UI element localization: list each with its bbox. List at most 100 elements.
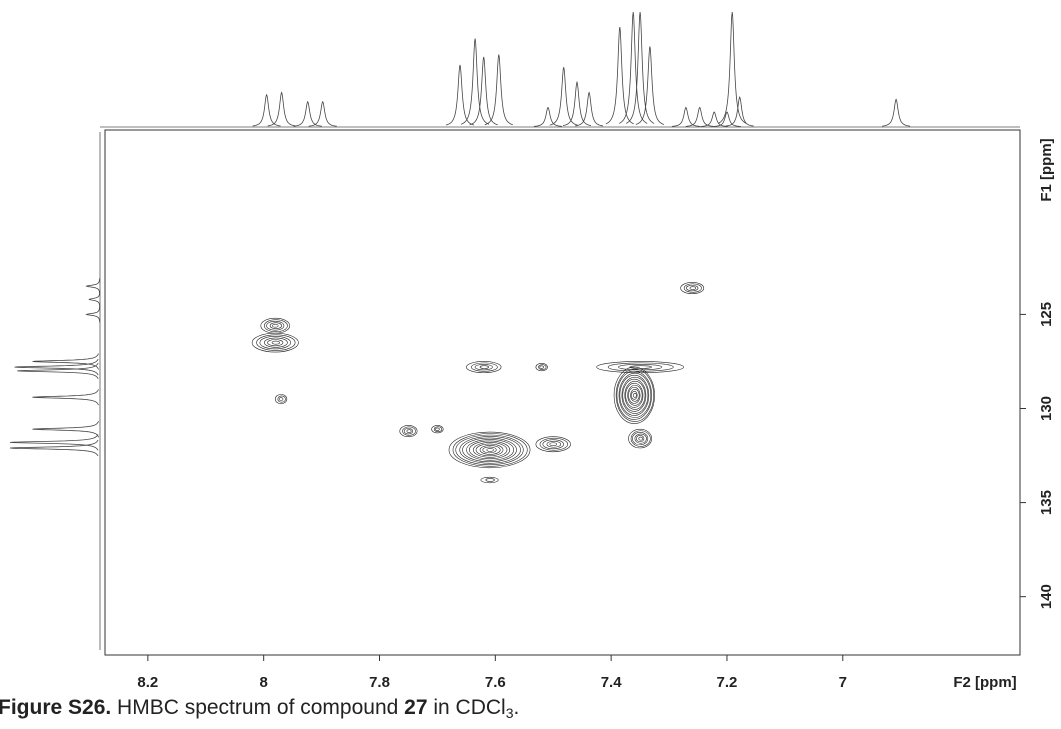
caption: Figure S26. HMBC spectrum of compound 27… [0, 696, 519, 721]
plot-frame [104, 129, 1021, 656]
f2-projection-peak [625, 11, 655, 124]
f2-projection-peak [252, 93, 281, 127]
f2-projection-peak [293, 100, 322, 127]
contour-level [634, 433, 647, 444]
contour-level [462, 437, 517, 463]
f2-projection-peak [882, 98, 911, 127]
f2-projection-peak [619, 11, 648, 124]
contour-level [630, 388, 640, 402]
cross-peak [628, 428, 652, 449]
contour-level [402, 426, 416, 436]
contour-level [433, 426, 443, 433]
contour-level [625, 382, 644, 408]
cross-peak [535, 436, 571, 453]
cross-peak [466, 361, 502, 374]
contour-level [539, 365, 544, 369]
f2-projection-peak [445, 64, 475, 126]
x-tick-label: 7.4 [601, 674, 623, 691]
caption-subscript: 3 [506, 705, 514, 721]
contour-level [628, 386, 641, 404]
contour-level [278, 397, 284, 401]
contour-level [686, 284, 699, 292]
f1-projection-peak [32, 353, 99, 370]
x-tick-label: 7.8 [369, 674, 390, 691]
contour-level [621, 376, 649, 414]
y-tick-label: 135 [1038, 490, 1055, 515]
contour-level [635, 435, 645, 443]
contour-level [272, 323, 279, 328]
y-tick-label: 125 [1038, 302, 1055, 327]
contour-level [479, 445, 501, 455]
contour-level [632, 432, 649, 446]
x-tick-label: 7 [839, 674, 847, 691]
cross-peak [399, 425, 418, 438]
contour-level [622, 378, 647, 412]
f1-projection-peak [17, 362, 99, 380]
contour-level [435, 427, 440, 431]
f1-projection-peak [14, 358, 99, 376]
f2-projection-peak [460, 38, 490, 125]
f2-projection-peak [671, 106, 700, 127]
contour-level [479, 365, 489, 369]
contour-level [624, 380, 646, 410]
cross-peak [260, 317, 291, 334]
contour-level [628, 428, 652, 449]
cross-peak [613, 366, 655, 424]
caption-solvent: in CDCl [428, 696, 506, 719]
f1-projection-peak [32, 389, 99, 406]
f2-projection-peak [575, 91, 604, 127]
contour-level [259, 336, 292, 350]
contour-level [263, 337, 288, 348]
x-axis-label: F2 [ppm] [953, 674, 1016, 691]
x-tick-label: 7.6 [485, 674, 506, 691]
contour-level [269, 322, 282, 330]
f1-projection-peak [9, 439, 99, 457]
contour-level [689, 286, 697, 290]
cross-peak [274, 394, 288, 405]
contour-level [546, 440, 562, 448]
caption-compound: 27 [404, 696, 427, 719]
cross-peak [680, 282, 705, 295]
f1-projection-peak [9, 434, 99, 451]
contour-level [615, 368, 655, 422]
contour-level [480, 476, 499, 484]
contour-level [263, 319, 288, 333]
contour-level [539, 437, 569, 451]
contour-level [618, 372, 652, 418]
contour-level [256, 334, 296, 351]
f2-projection-peak [308, 100, 337, 127]
f2-projection-peak [549, 67, 578, 126]
f1-projection-peak [32, 421, 99, 438]
y-tick-label: 140 [1038, 584, 1055, 609]
contour-level [251, 332, 299, 353]
f2-projection-peak [534, 106, 562, 127]
contour-level [486, 448, 494, 452]
caption-text: HMBC spectrum of compound [111, 696, 404, 719]
cross-peak [596, 361, 684, 374]
cross-peak [480, 476, 499, 484]
f2-projection-peak [685, 106, 714, 127]
contour-level [474, 363, 493, 371]
cross-peak [431, 425, 444, 434]
contour-level [680, 282, 705, 295]
contour-level [459, 436, 521, 464]
f1-projection-peak [88, 291, 101, 308]
contour-level [260, 317, 291, 334]
f2-projection-peak [725, 96, 754, 127]
f1-projection-peak [85, 306, 101, 323]
contour-level [466, 439, 515, 461]
contour-level [482, 446, 497, 454]
contour-level [549, 442, 558, 447]
contour-level [538, 364, 547, 370]
y-tick-label: 130 [1038, 396, 1055, 421]
contour-level [613, 366, 655, 424]
contour-level [633, 393, 637, 398]
contour-level [535, 363, 548, 372]
f1-projection-peak [85, 278, 101, 295]
contour-level [616, 370, 652, 420]
contour-level [638, 436, 643, 441]
contour-level [452, 433, 528, 467]
f2-projection-peak [469, 56, 498, 126]
f2-projection-peak [718, 11, 747, 124]
x-tick-label: 8 [260, 674, 268, 691]
